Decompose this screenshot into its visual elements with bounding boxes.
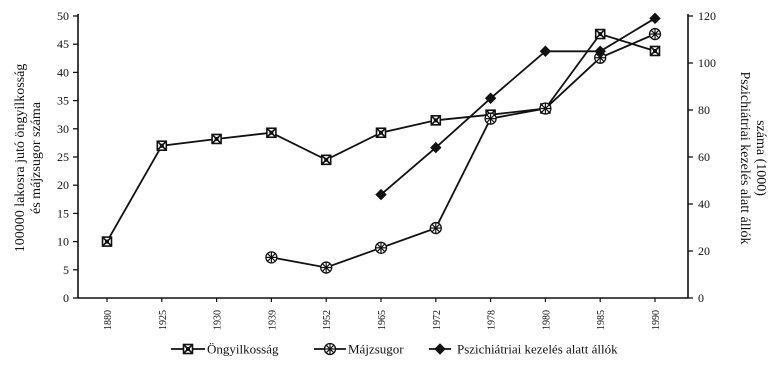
series-line-2 xyxy=(271,33,656,269)
series-1-point xyxy=(430,115,442,126)
series-1-point xyxy=(211,133,222,145)
x-tick-label: 1965 xyxy=(377,310,388,330)
right-tick-label: 0 xyxy=(698,291,704,305)
left-tick-label: 30 xyxy=(57,122,69,136)
right-axis-title-line-1: Pszichiátriai kezelés alatt állók xyxy=(737,72,752,245)
series-1-point xyxy=(266,127,277,139)
legend-label-2: Májzsugor xyxy=(348,342,404,357)
series-2-point xyxy=(484,112,497,125)
left-axis-title-line-2: és májzsugor száma xyxy=(29,101,44,214)
left-tick-label: 0 xyxy=(63,291,69,305)
series-2-point xyxy=(265,251,278,264)
left-tick-label: 5 xyxy=(63,263,69,277)
series-1-point xyxy=(594,28,606,40)
x-tick-label: 1985 xyxy=(596,310,607,330)
x-tick-label: 1980 xyxy=(541,310,552,330)
legend-label-1: Öngyilkosság xyxy=(207,342,279,357)
x-tick-label: 1972 xyxy=(432,310,443,330)
x-tick-label: 1952 xyxy=(322,310,333,330)
left-tick-label: 25 xyxy=(57,150,69,164)
series-2-point xyxy=(539,102,552,115)
series-3-point xyxy=(484,92,497,104)
series-3-point xyxy=(375,188,387,201)
right-axis-title-line-2: száma (1000) xyxy=(753,120,768,196)
right-tick-label: 20 xyxy=(698,244,710,258)
legend: Öngyilkosság Májzsugor Pszichiátriai kezel… xyxy=(171,342,618,357)
series-line-3 xyxy=(380,17,656,196)
series-3-point xyxy=(594,45,606,57)
right-tick-label: 40 xyxy=(698,197,710,211)
left-tick-label: 45 xyxy=(57,37,69,51)
x-tick-label: 1930 xyxy=(213,310,224,330)
legend-marker-2 xyxy=(323,342,337,356)
left-axis-title-line-1: 100000 lakosra jutó öngyilkosság xyxy=(13,64,28,253)
x-tick-label: 1990 xyxy=(651,310,662,330)
series-2-point xyxy=(648,27,662,41)
series-1-point xyxy=(375,127,387,139)
series-1-point xyxy=(649,45,661,57)
legend-label-3: Pszichiátriai kezelés alatt állók xyxy=(457,342,618,357)
x-tick-label: 1939 xyxy=(267,310,278,330)
left-tick-label: 20 xyxy=(57,178,69,192)
left-tick-label: 40 xyxy=(57,65,69,79)
left-tick-label: 35 xyxy=(57,94,69,108)
right-tick-label: 100 xyxy=(698,56,716,70)
x-tick-label: 1880 xyxy=(103,310,114,330)
series-2-point xyxy=(429,221,442,235)
series-1-point xyxy=(101,236,113,247)
x-tick-label: 1925 xyxy=(158,310,169,330)
legend-marker-1 xyxy=(182,343,194,355)
left-tick-label: 10 xyxy=(57,235,69,249)
series-2-point xyxy=(320,261,333,274)
left-tick-label: 50 xyxy=(57,9,69,23)
right-tick-label: 120 xyxy=(698,9,716,23)
x-tick-label: 1978 xyxy=(487,310,498,330)
series-1-point xyxy=(320,154,332,166)
left-tick-label: 15 xyxy=(57,206,69,220)
series-3-point xyxy=(430,141,442,154)
right-tick-label: 60 xyxy=(698,150,710,164)
series-3-point xyxy=(649,12,661,25)
series-1-point xyxy=(156,140,168,152)
series-3-point xyxy=(539,45,552,57)
legend-marker-3 xyxy=(434,343,446,355)
series-2-point xyxy=(374,241,388,254)
right-tick-label: 80 xyxy=(698,103,710,117)
